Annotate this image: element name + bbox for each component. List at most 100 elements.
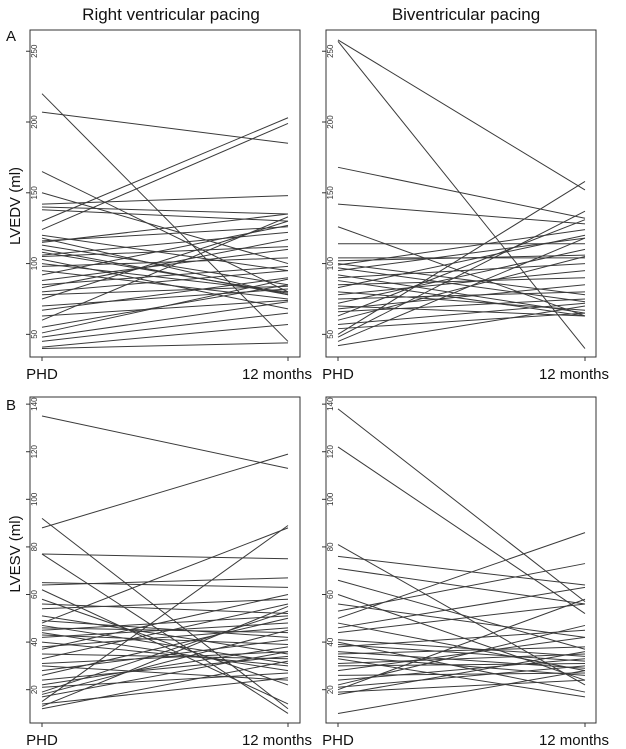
- trajectory-biv-lvesv-29: [337, 598, 586, 691]
- trajectory-biv-lvedv-15: [337, 280, 586, 317]
- y-tick-label-biv-lvedv-100: 100: [326, 256, 335, 270]
- trajectory-rv-lvesv-36: [41, 525, 289, 702]
- trajectory-rv-lvedv-2: [41, 111, 289, 144]
- trajectory-rv-lvesv-34: [41, 629, 289, 695]
- trajectory-rv-lvedv-7: [41, 209, 289, 222]
- trajectory-biv-lvedv-10: [337, 229, 586, 266]
- y-tick-label-biv-lvedv-200: 200: [326, 115, 335, 129]
- plot-frame-biv-lvesv: [325, 396, 597, 724]
- trajectory-rv-lvesv-38: [41, 605, 289, 707]
- trajectory-biv-lvesv-30: [337, 679, 586, 693]
- trajectory-rv-lvedv-9: [41, 122, 289, 231]
- x-tick-label-biv-lvesv-0: PHD: [322, 732, 354, 749]
- trajectory-biv-lvesv-18: [337, 651, 586, 669]
- trajectory-rv-lvesv-13: [41, 620, 289, 638]
- panel-rv-lvesv: 20 40 60 80 100 120 140 PHD 12 months: [26, 396, 312, 749]
- trajectory-biv-lvedv-28: [337, 312, 586, 330]
- panel-rv-lvedv: 50 100 150 200 250 PHD 12 months: [26, 29, 312, 383]
- trajectory-biv-lvedv-17: [337, 234, 586, 289]
- trajectory-rv-lvedv-3: [41, 171, 289, 293]
- trajectory-rv-lvedv-26: [41, 239, 289, 289]
- x-tick-label-rv-lvesv-0: PHD: [26, 732, 58, 749]
- trajectory-biv-lvesv-22: [337, 653, 586, 665]
- trajectory-rv-lvesv-23: [41, 594, 289, 650]
- trajectory-biv-lvedv-19: [337, 270, 586, 296]
- trajectory-rv-lvesv-15: [41, 624, 289, 665]
- y-tick-label-rv-lvedv-100: 100: [30, 256, 39, 270]
- trajectory-biv-lvedv-14: [337, 263, 586, 279]
- x-tick-label-rv-lvedv-0: PHD: [26, 366, 58, 383]
- trajectory-biv-lvedv-26: [337, 256, 586, 321]
- trajectory-rv-lvedv-11: [41, 237, 289, 296]
- trajectory-rv-lvesv-39: [41, 660, 289, 710]
- trajectory-rv-lvesv-32: [41, 672, 289, 688]
- trajectory-biv-lvesv-17: [337, 629, 586, 648]
- trajectory-biv-lvedv-9: [337, 263, 586, 296]
- y-tick-label-rv-lvesv-40: 40: [30, 637, 39, 646]
- trajectory-biv-lvesv-1: [337, 408, 586, 603]
- plot-frame-rv-lvedv: [29, 29, 301, 358]
- x-tick-label-biv-lvedv-0: PHD: [322, 366, 354, 383]
- trajectory-biv-lvedv-21: [337, 248, 586, 304]
- trajectory-biv-lvedv-20: [337, 291, 586, 300]
- trajectory-rv-lvedv-27: [41, 270, 289, 293]
- trajectory-biv-lvedv-32: [337, 305, 586, 347]
- trajectory-biv-lvedv-3: [337, 166, 586, 219]
- trajectory-biv-lvedv-31: [337, 237, 586, 342]
- plot-frame-biv-lvedv: [325, 29, 597, 358]
- y-tick-label-biv-lvedv-250: 250: [326, 44, 335, 58]
- chart-title-right-ventricular: Right ventricular pacing: [82, 5, 260, 24]
- trajectory-rv-lvesv-6: [41, 582, 289, 588]
- y-tick-label-rv-lvesv-20: 20: [30, 685, 39, 694]
- trajectory-biv-lvedv-4: [337, 203, 586, 225]
- y-tick-label-rv-lvedv-250: 250: [30, 44, 39, 58]
- trajectory-biv-lvesv-12: [337, 586, 586, 629]
- x-tick-label-biv-lvedv-1: 12 months: [539, 366, 609, 383]
- trajectory-rv-lvesv-22: [41, 627, 289, 648]
- trajectory-biv-lvedv-23: [337, 284, 586, 310]
- y-tick-label-biv-lvedv-150: 150: [326, 186, 335, 200]
- trajectory-rv-lvedv-6: [41, 206, 289, 215]
- trajectory-rv-lvesv-30: [41, 655, 289, 681]
- trajectory-rv-lvedv-36: [41, 301, 289, 338]
- trajectory-rv-lvesv-14: [41, 527, 289, 624]
- y-tick-label-rv-lvesv-80: 80: [30, 542, 39, 551]
- trajectory-rv-lvedv-22: [41, 270, 289, 300]
- y-tick-label-rv-lvedv-50: 50: [30, 329, 39, 338]
- trajectory-biv-lvedv-2: [337, 41, 586, 349]
- x-tick-label-biv-lvesv-1: 12 months: [539, 732, 609, 749]
- panel-biv-lvesv: 20 40 60 80 100 120 140 PHD 12 months: [322, 396, 609, 749]
- x-tick-label-rv-lvedv-1: 12 months: [242, 366, 312, 383]
- trajectory-rv-lvesv-21: [41, 641, 289, 667]
- trajectory-rv-lvedv-32: [41, 299, 289, 317]
- plot-frame-rv-lvesv: [29, 396, 301, 724]
- trajectory-rv-lvedv-16: [41, 251, 289, 294]
- trajectory-biv-lvedv-27: [337, 302, 586, 325]
- trajectory-rv-lvedv-17: [41, 231, 289, 256]
- trajectory-biv-lvesv-10: [337, 532, 586, 619]
- trajectory-rv-lvedv-18: [41, 246, 289, 257]
- y-tick-label-rv-lvesv-140: 140: [30, 397, 39, 411]
- y-axis-label-lvesv: LVESV (ml): [7, 515, 24, 592]
- trajectory-biv-lvedv-1: [337, 39, 586, 191]
- trajectory-rv-lvesv-11: [41, 598, 289, 610]
- y-tick-label-biv-lvedv-50: 50: [326, 329, 335, 338]
- trajectory-biv-lvesv-15: [337, 641, 586, 693]
- y-tick-label-biv-lvesv-60: 60: [326, 590, 335, 599]
- trajectory-biv-lvedv-16: [337, 277, 586, 286]
- trajectory-rv-lvedv-24: [41, 248, 289, 282]
- panel-label-b: B: [6, 397, 16, 414]
- trajectory-rv-lvedv-37: [41, 312, 289, 342]
- trajectory-biv-lvesv-13: [337, 603, 586, 634]
- trajectory-rv-lvesv-37: [41, 677, 289, 705]
- trajectory-rv-lvedv-10: [41, 234, 289, 272]
- trajectory-rv-lvedv-31: [41, 277, 289, 311]
- y-tick-label-rv-lvesv-60: 60: [30, 590, 39, 599]
- trajectory-rv-lvesv-9: [41, 598, 289, 686]
- y-axis-label-lvedv: LVEDV (ml): [7, 167, 24, 245]
- trajectory-biv-lvesv-9: [337, 563, 586, 612]
- trajectory-rv-lvesv-19: [41, 634, 289, 645]
- trajectory-rv-lvesv-27: [41, 665, 289, 681]
- trajectory-biv-lvesv-31: [337, 651, 586, 695]
